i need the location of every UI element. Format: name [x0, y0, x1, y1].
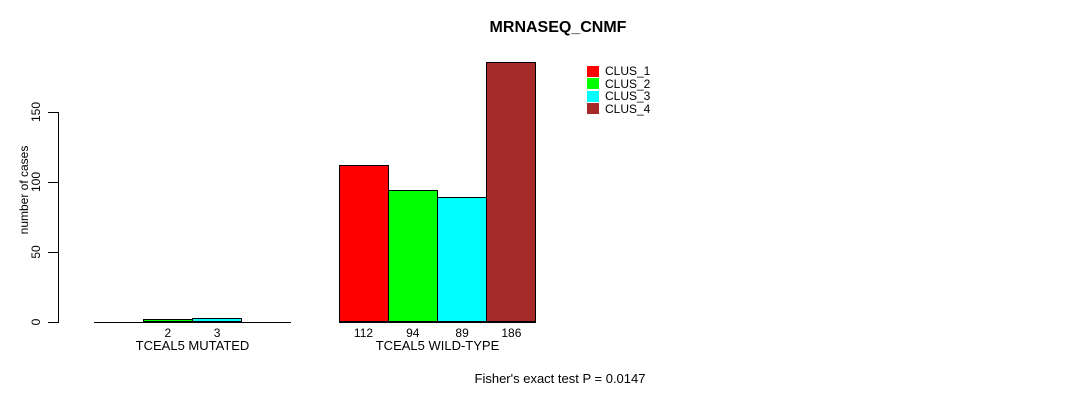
y-axis-line: [58, 112, 59, 323]
legend-item-clus_3: CLUS_3: [587, 90, 650, 103]
bar-clus_2: [142, 319, 193, 322]
bar-clus_3: [437, 197, 488, 322]
bar-clus_3: [192, 317, 243, 322]
legend-label: CLUS_3: [605, 89, 651, 104]
bar-count-label: 94: [406, 326, 420, 340]
bar-count-label: 3: [213, 326, 221, 340]
bar-count-label: 2: [164, 326, 172, 340]
legend-label: CLUS_2: [605, 76, 651, 91]
group-label: TCEAL5 WILD-TYPE: [375, 338, 500, 353]
y-tick-mark: [48, 322, 58, 323]
legend-swatch-clus_2: [587, 78, 599, 90]
legend-label: CLUS_4: [605, 101, 651, 116]
legend-item-clus_4: CLUS_4: [587, 103, 650, 116]
group-baseline: [94, 322, 291, 323]
legend-label: CLUS_1: [605, 64, 651, 79]
y-tick-mark: [48, 252, 58, 253]
legend-item-clus_1: CLUS_1: [587, 65, 650, 78]
y-tick-mark: [48, 182, 58, 183]
bar-clus_1: [338, 165, 389, 322]
legend-swatch-clus_3: [587, 90, 599, 102]
bar-count-label: 89: [455, 326, 469, 340]
bar-clus_4: [486, 61, 537, 322]
y-tick-label: 0: [29, 318, 43, 326]
group-baseline: [338, 322, 537, 323]
bar-clus_2: [387, 190, 438, 322]
bar-count-label: 186: [501, 326, 522, 340]
y-tick-mark: [48, 112, 58, 113]
y-tick-label: 150: [29, 101, 43, 123]
group-label: TCEAL5 MUTATED: [135, 338, 250, 353]
bar-count-label: 112: [353, 326, 374, 340]
legend-item-clus_2: CLUS_2: [587, 78, 650, 91]
y-tick-label: 100: [29, 171, 43, 193]
legend-swatch-clus_1: [587, 65, 599, 77]
y-tick-label: 50: [29, 245, 43, 259]
chart-title: MRNASEQ_CNMF: [489, 19, 627, 36]
legend: CLUS_1 CLUS_2 CLUS_3 CLUS_4: [587, 65, 650, 115]
fisher-test-note: Fisher's exact test P = 0.0147: [474, 371, 646, 386]
legend-swatch-clus_4: [587, 103, 599, 115]
